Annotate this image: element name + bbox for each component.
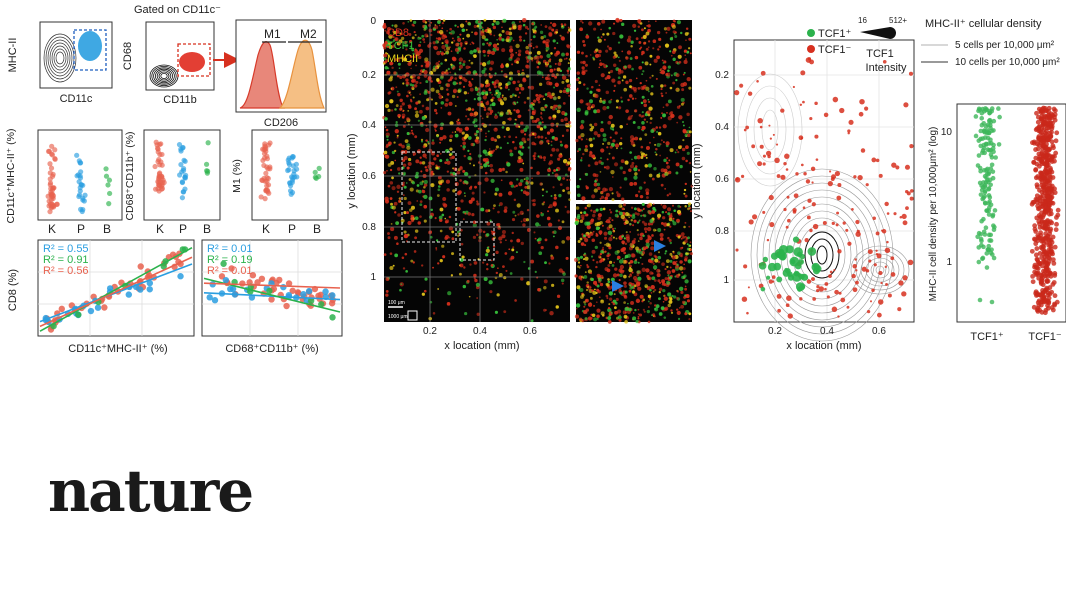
label-m1: M1 bbox=[264, 27, 281, 41]
spatial-density-plot: 0.2 0.4 0.6 0.8 1 0.2 0.4 0.6 x location… bbox=[691, 39, 915, 352]
strip-plot-m1: M1 (%) K P B bbox=[231, 129, 329, 236]
xtick-e-1: 0.4 bbox=[820, 326, 834, 337]
r2-label: R² = 0.91 bbox=[43, 254, 89, 266]
xtick-d-0: 0.2 bbox=[423, 326, 437, 337]
ytick-d-4: 0.8 bbox=[362, 222, 376, 233]
group-b: B bbox=[203, 222, 211, 236]
scale-1000: 1000 μm bbox=[388, 314, 408, 320]
ytick-e-4: 1 bbox=[723, 275, 729, 286]
zoom-box-1 bbox=[401, 151, 457, 243]
legend-mhcii: MHCII bbox=[387, 53, 418, 65]
ytick-e-2: 0.6 bbox=[715, 174, 729, 185]
ytick-d-2: 0.4 bbox=[362, 120, 376, 131]
gate-box-red bbox=[177, 43, 211, 77]
xlabel-c1: CD11c⁺MHC-II⁺ (%) bbox=[68, 343, 167, 355]
r2-label: R² = 0.55 bbox=[43, 243, 89, 255]
ylabel-e: y location (mm) bbox=[691, 143, 703, 218]
xtick-e-2: 0.6 bbox=[872, 326, 886, 337]
microscopy-zoom-top bbox=[575, 17, 694, 202]
density-10: 10 cells per 10,000 μm² bbox=[955, 57, 1060, 68]
ytick-d-3: 0.6 bbox=[362, 171, 376, 182]
xlabel-c2: CD68⁺CD11b⁺ (%) bbox=[225, 343, 318, 355]
size-title: TCF1 bbox=[866, 48, 894, 60]
strip-plot-cd11c-mhcii: CD11c⁺MHC-II⁺ (%) K P B bbox=[5, 129, 123, 236]
strip-plot-cd68-cd11b: CD68⁺CD11b⁺ (%) K P B bbox=[124, 129, 221, 236]
scale-100: 100 μm bbox=[388, 300, 405, 306]
group-k: K bbox=[262, 222, 270, 236]
group-k: K bbox=[156, 222, 164, 236]
xtick-d-2: 0.6 bbox=[523, 326, 537, 337]
r2-label: R² = 0.56 bbox=[43, 265, 89, 277]
ytick-e-3: 0.8 bbox=[715, 226, 729, 237]
r2-label: R² = 0.01 bbox=[207, 265, 253, 277]
zoom-box-2 bbox=[459, 221, 495, 261]
xlabel-e: x location (mm) bbox=[786, 340, 861, 352]
histogram-cd206: M1 M2 CD206 bbox=[235, 19, 327, 129]
ytick-f-10: 10 bbox=[941, 127, 953, 138]
group-b: B bbox=[103, 222, 111, 236]
arrowhead-icon bbox=[654, 240, 666, 252]
nature-logo: nature bbox=[48, 457, 254, 525]
label-m2: M2 bbox=[300, 27, 317, 41]
xtick-e-0: 0.2 bbox=[768, 326, 782, 337]
r2-label: R² = 0.01 bbox=[207, 243, 253, 255]
xlabel-cd206: CD206 bbox=[264, 117, 298, 129]
legend-tcf1-pos: TCF1⁺ bbox=[818, 28, 852, 40]
flow-plot-cd11b: Gated on CD11c⁻ CD68 CD11b bbox=[122, 4, 240, 106]
legend-cd8: CD8 bbox=[387, 27, 409, 39]
ylabel-strip2: CD68⁺CD11b⁺ (%) bbox=[124, 131, 136, 220]
ylabel-cd8: CD8 (%) bbox=[7, 269, 19, 311]
figure-panels: MHC-II CD11c Gated on CD11c⁻ CD68 CD11b … bbox=[5, 4, 1066, 355]
strip-plot-mhcii-density: 10 1 MHC-II cell density per 10,000μm² (… bbox=[928, 103, 1066, 343]
ylabel-f: MHC-II cell density per 10,000μm² (log) bbox=[928, 127, 939, 302]
r2-label: R² = 0.19 bbox=[207, 254, 253, 266]
microscopy-main: CD8 TCF1 MHCII 100 μm 1000 μm 0 0.2 0.4 … bbox=[346, 16, 572, 352]
ylabel-d: y location (mm) bbox=[346, 133, 358, 208]
flow-plot-cd11c: MHC-II CD11c bbox=[7, 21, 113, 105]
ytick-f-1: 1 bbox=[946, 257, 952, 268]
xtick-d-1: 0.4 bbox=[473, 326, 487, 337]
group-p: P bbox=[77, 222, 85, 236]
ytick-d-1: 0.2 bbox=[362, 70, 376, 81]
category-tcf1-neg: TCF1⁻ bbox=[1028, 331, 1062, 343]
ylabel-strip3: M1 (%) bbox=[231, 159, 243, 193]
legend-tcf1: TCF1 bbox=[387, 40, 415, 52]
legend-tcf1-neg: TCF1⁻ bbox=[818, 44, 852, 56]
size-min: 16 bbox=[858, 16, 867, 25]
group-k: K bbox=[48, 222, 56, 236]
xlabel-d: x location (mm) bbox=[444, 340, 519, 352]
ytick-e-1: 0.4 bbox=[715, 122, 729, 133]
group-b: B bbox=[313, 222, 321, 236]
gate-box bbox=[73, 29, 107, 71]
category-tcf1-pos: TCF1⁺ bbox=[970, 331, 1004, 343]
ytick-e-0: 0.2 bbox=[715, 70, 729, 81]
density-5: 5 cells per 10,000 μm² bbox=[955, 40, 1055, 51]
xlabel-cd11b: CD11b bbox=[163, 94, 196, 106]
microscopy-zoom-bottom bbox=[573, 202, 693, 324]
ylabel-cd68: CD68 bbox=[122, 42, 134, 70]
ytick-d-5: 1 bbox=[370, 272, 376, 283]
size-max: 512+ bbox=[889, 16, 907, 25]
gated-title: Gated on CD11c⁻ bbox=[134, 4, 221, 16]
arrowhead-icon bbox=[612, 280, 624, 292]
group-p: P bbox=[288, 222, 296, 236]
xlabel-cd11c: CD11c bbox=[60, 93, 93, 105]
size-sub: Intensity bbox=[866, 62, 907, 74]
ytick-d-0: 0 bbox=[370, 16, 376, 27]
ylabel-strip1: CD11c⁺MHC-II⁺ (%) bbox=[5, 129, 17, 224]
group-p: P bbox=[179, 222, 187, 236]
density-title: MHC-II⁺ cellular density bbox=[925, 18, 1042, 30]
panel-e-legend: TCF1⁺ TCF1⁻ 16 512+ TCF1 Intensity MHC-I… bbox=[807, 16, 1060, 74]
ylabel-mhcii: MHC-II bbox=[7, 38, 19, 73]
